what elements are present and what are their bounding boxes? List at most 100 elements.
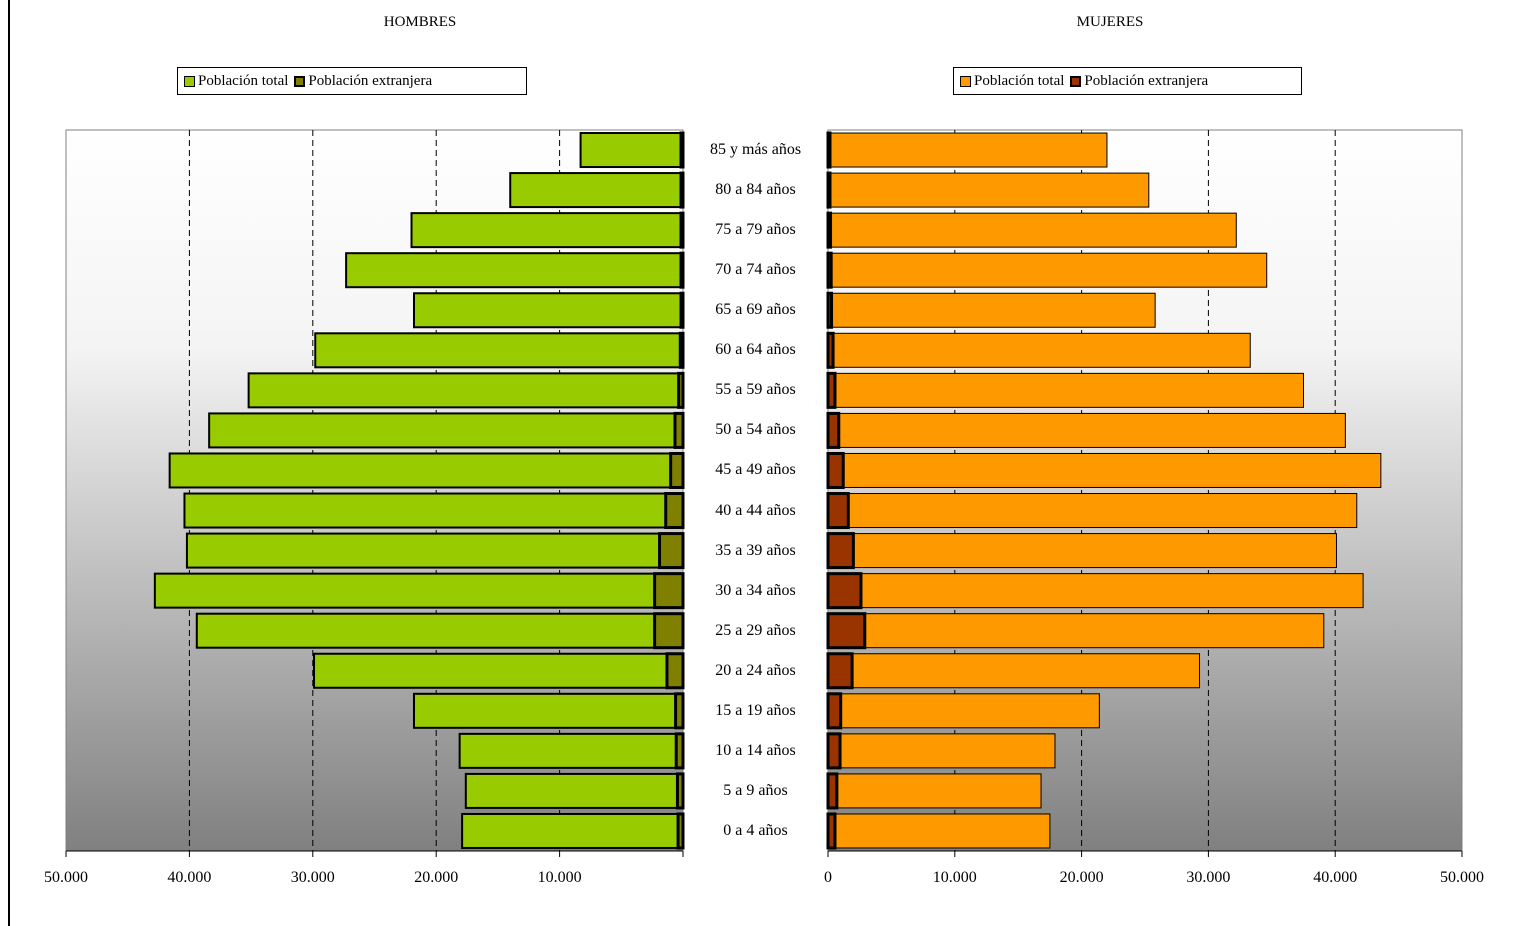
men-total-bar [412, 292, 684, 329]
men-total-bar [410, 212, 684, 249]
men-foreign-bar [665, 652, 685, 690]
category-label: 10 a 14 años [715, 741, 796, 759]
men-foreign-bar [679, 251, 685, 289]
women-total-bar [827, 693, 1100, 729]
men-foreign-bar [653, 612, 685, 650]
women-foreign-bar [826, 411, 841, 449]
men-total-bar [183, 492, 685, 529]
women-foreign-bar [826, 652, 854, 690]
men-panel-title: HOMBRES [383, 14, 457, 30]
category-label: 15 a 19 años [715, 701, 796, 719]
men-total-bar [461, 812, 685, 849]
women-total-bar [827, 493, 1358, 529]
women-total-bar [827, 653, 1201, 689]
women-plot-area [827, 129, 1463, 852]
category-label: 45 a 49 años [715, 461, 796, 479]
women-total-bar [827, 533, 1337, 569]
women-foreign-bar [826, 331, 835, 369]
men-legend-total-label: Población total [198, 72, 289, 89]
women-total-bar [827, 332, 1251, 368]
women-panel-title: MUJERES [1076, 14, 1144, 30]
women-tick-label: 20.000 [1059, 869, 1104, 886]
women-total-bar [827, 573, 1364, 609]
men-foreign-bar [679, 291, 685, 329]
category-label: 50 a 54 años [715, 421, 796, 439]
category-label: 0 a 4 años [723, 821, 788, 839]
women-legend-foreign: Población extranjera [1070, 73, 1208, 90]
men-total-bar [185, 532, 684, 569]
women-tick-label: 30.000 [1186, 869, 1231, 886]
men-tick-label: 40.000 [167, 869, 212, 886]
category-label: 80 a 84 años [715, 181, 796, 199]
women-foreign-bar [826, 451, 845, 489]
men-foreign-bar [676, 812, 685, 850]
men-total-bar [247, 372, 685, 409]
men-foreign-bar [664, 492, 685, 530]
women-tick-label: 40.000 [1313, 869, 1358, 886]
women-tick-label: 0 [824, 869, 832, 886]
category-label: 85 y más años [709, 141, 802, 159]
women-tick-label: 10.000 [932, 869, 977, 886]
men-foreign-bar [675, 772, 685, 810]
women-total-bar [827, 452, 1382, 488]
men-plot-area [65, 129, 684, 852]
women-foreign-bar [826, 692, 843, 730]
men-total-bar [313, 652, 684, 689]
men-foreign-bar [678, 331, 685, 369]
women-foreign-bar [826, 812, 837, 850]
men-foreign-bar [653, 572, 685, 610]
women-legend-total-label: Población total [974, 72, 1065, 89]
men-total-bar [195, 612, 685, 649]
men-foreign-bar [658, 532, 685, 570]
men-total-bar [168, 452, 684, 489]
women-foreign-bar [826, 732, 842, 770]
category-label: 65 a 69 años [715, 301, 796, 319]
women-total-bar [827, 613, 1325, 649]
women-foreign-bar [826, 371, 837, 409]
men-total-swatch [184, 75, 195, 87]
men-tick-label: 10.000 [537, 869, 582, 886]
women-foreign-bar [826, 772, 839, 810]
category-label: 25 a 29 años [715, 621, 796, 639]
women-foreign-bar [826, 171, 832, 209]
men-foreign-bar [679, 211, 685, 249]
women-legend: Población total Población extranjera [953, 67, 1302, 95]
men-foreign-bar [679, 171, 685, 209]
men-total-bar [153, 572, 684, 609]
men-total-bar [509, 172, 684, 209]
category-label: 40 a 44 años [715, 501, 796, 519]
women-foreign-bar [826, 291, 834, 329]
category-label: 75 a 79 años [715, 221, 796, 239]
men-total-bar [464, 772, 685, 809]
women-total-swatch [960, 75, 971, 87]
women-foreign-bar [826, 131, 832, 169]
women-foreign-bar [826, 612, 867, 650]
category-label: 5 a 9 años [723, 781, 788, 799]
men-foreign-bar [674, 732, 685, 770]
men-foreign-bar [674, 692, 685, 730]
women-foreign-bar [826, 572, 863, 610]
men-tick-label: 20.000 [414, 869, 459, 886]
women-total-bar [827, 132, 1108, 168]
men-total-bar [458, 732, 684, 769]
women-legend-total: Población total [960, 73, 1064, 90]
women-tick-label: 50.000 [1440, 869, 1484, 886]
women-foreign-swatch [1070, 75, 1082, 87]
men-foreign-bar [669, 451, 685, 489]
category-label: 55 a 59 años [715, 381, 796, 399]
men-legend-foreign: Población extranjera [294, 73, 432, 90]
men-tick-label: 30.000 [290, 869, 335, 886]
category-label: 70 a 74 años [715, 261, 796, 279]
women-foreign-bar [826, 211, 833, 249]
women-foreign-bar [826, 532, 855, 570]
men-total-bar [579, 132, 684, 169]
women-foreign-bar [826, 251, 833, 289]
men-tick-label: 50.000 [44, 869, 88, 886]
women-total-bar [827, 172, 1150, 208]
men-total-bar [345, 252, 684, 289]
women-foreign-bar [826, 492, 850, 530]
men-total-bar [314, 332, 684, 369]
category-label: 35 a 39 años [715, 541, 796, 559]
women-total-bar [827, 412, 1346, 448]
men-legend: Población total Población extranjera [177, 67, 527, 95]
